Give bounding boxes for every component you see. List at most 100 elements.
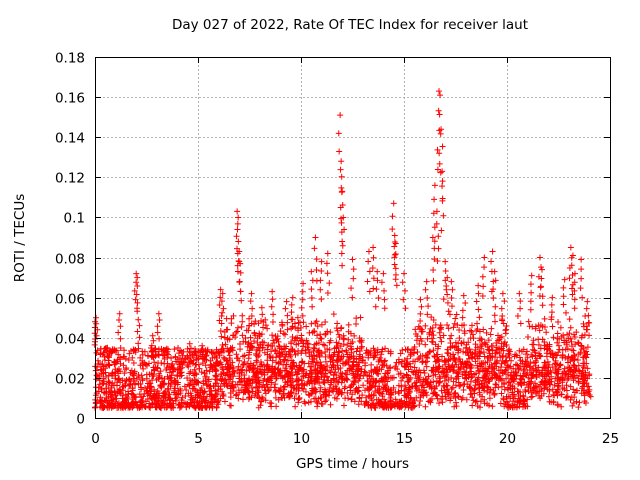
data-point (139, 351, 146, 358)
data-point (515, 393, 522, 400)
data-point (149, 377, 156, 384)
data-point (564, 393, 571, 400)
data-point (335, 387, 342, 394)
data-point (563, 394, 570, 401)
data-point (262, 316, 269, 323)
data-point (439, 168, 446, 175)
data-point (358, 398, 365, 405)
data-point (357, 372, 364, 379)
data-point (322, 331, 329, 338)
data-point (150, 364, 157, 371)
data-point (502, 358, 509, 365)
data-point (480, 326, 487, 333)
data-point (468, 390, 475, 397)
data-point (415, 369, 422, 376)
data-point (533, 389, 540, 396)
data-point (213, 350, 220, 357)
data-point (580, 360, 587, 367)
data-point (389, 226, 396, 233)
data-point (369, 264, 376, 271)
data-point (235, 214, 242, 221)
data-point (440, 212, 447, 219)
data-point (571, 270, 578, 277)
data-point (220, 305, 227, 312)
data-point (417, 397, 424, 404)
data-point (230, 364, 237, 371)
data-point (438, 324, 445, 331)
data-point (97, 350, 104, 357)
data-point (528, 272, 535, 279)
data-point (139, 376, 146, 383)
data-point (139, 348, 146, 355)
data-point (570, 331, 577, 338)
data-point (246, 380, 253, 387)
data-point (163, 350, 170, 357)
data-point (341, 226, 348, 233)
data-point (338, 373, 345, 380)
data-point (467, 378, 474, 385)
data-point (563, 387, 570, 394)
data-point (491, 312, 498, 319)
data-point (308, 268, 315, 275)
data-point (507, 382, 514, 389)
data-point (191, 366, 198, 373)
data-point (350, 370, 357, 377)
data-point (253, 370, 260, 377)
data-point (308, 320, 315, 327)
data-point (117, 323, 124, 330)
y-tick-label: 0.06 (55, 292, 85, 308)
data-point (137, 380, 144, 387)
data-point (167, 383, 174, 390)
data-point (135, 340, 142, 347)
data-point (181, 356, 188, 363)
data-point (254, 374, 261, 381)
data-point (281, 357, 288, 364)
data-point (422, 322, 429, 329)
data-point (411, 350, 418, 357)
data-point (514, 313, 521, 320)
data-point (258, 317, 265, 324)
data-point (351, 332, 358, 339)
data-point (133, 270, 140, 277)
data-point (269, 367, 276, 374)
data-point (188, 358, 195, 365)
data-point (447, 339, 454, 346)
data-point (456, 356, 463, 363)
data-point (375, 400, 382, 407)
data-point (267, 399, 274, 406)
data-point (340, 336, 347, 343)
data-point (436, 373, 443, 380)
data-point (423, 376, 430, 383)
data-point (207, 361, 214, 368)
data-point (156, 335, 163, 342)
data-point (239, 332, 246, 339)
data-point (450, 368, 457, 375)
data-point (135, 345, 142, 352)
data-point (481, 372, 488, 379)
data-point (206, 404, 213, 411)
data-point (280, 361, 287, 368)
data-point (430, 210, 437, 217)
data-point (517, 305, 524, 312)
data-point (525, 318, 532, 325)
data-point (358, 339, 365, 346)
data-point (261, 371, 268, 378)
data-point (466, 365, 473, 372)
data-point (460, 292, 467, 299)
data-point (187, 380, 194, 387)
data-point (248, 394, 255, 401)
data-point (307, 363, 314, 370)
data-point (239, 396, 246, 403)
data-point (101, 404, 108, 411)
data-point (258, 331, 265, 338)
data-point (350, 266, 357, 273)
data-point (376, 356, 383, 363)
data-point (439, 143, 446, 150)
data-point (154, 365, 161, 372)
data-point (476, 337, 483, 344)
data-point (520, 363, 527, 370)
data-point (343, 347, 350, 354)
data-point (502, 401, 509, 408)
data-point (151, 367, 158, 374)
data-point (318, 258, 325, 265)
